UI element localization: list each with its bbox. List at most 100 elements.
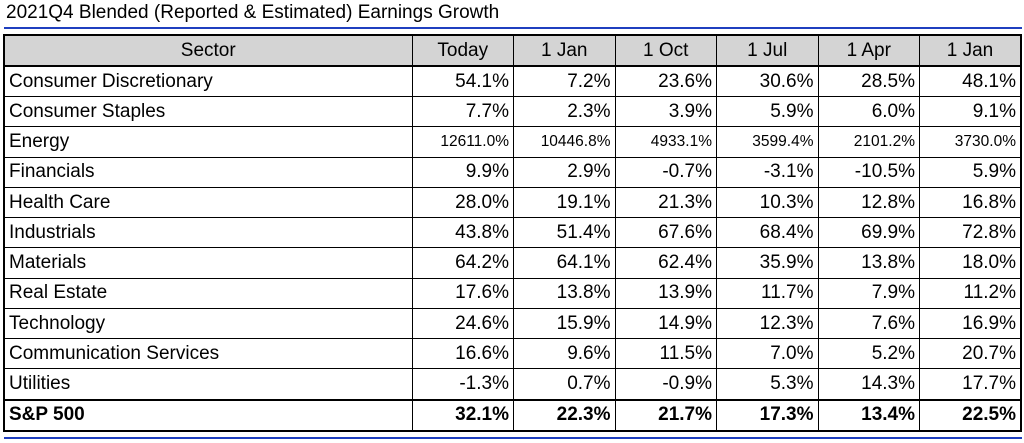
value-cell: 11.2% [919,277,1022,309]
table-row: Industrials 43.8% 51.4% 67.6% 68.4% 69.9… [3,217,1022,249]
value-cell: 7.9% [817,277,920,309]
value-cell: 16.9% [919,307,1022,340]
total-row: S&P 500 32.1% 22.3% 21.7% 17.3% 13.4% 22… [3,398,1022,432]
value-cell: 24.6% [411,307,514,340]
table-row: Consumer Staples 7.7% 2.3% 3.9% 5.9% 6.0… [3,96,1022,128]
earnings-growth-table: Sector Today 1 Jan 1 Oct 1 Jul 1 Apr 1 J… [3,34,1022,432]
column-header-today: Today [411,34,514,67]
value-cell: 22.3% [513,398,616,432]
bottom-rule [4,437,1022,439]
table-row: Consumer Discretionary 54.1% 7.2% 23.6% … [3,65,1022,98]
value-cell: 28.5% [817,65,920,98]
value-cell: 43.8% [411,217,514,249]
value-cell: 16.6% [411,338,514,370]
value-cell: 13.9% [614,277,717,309]
value-cell: 14.3% [817,368,920,401]
column-header-1-jul: 1 Jul [716,34,819,67]
table-row: Utilities -1.3% 0.7% -0.9% 5.3% 14.3% 17… [3,368,1022,401]
value-cell: 2.3% [513,96,616,128]
value-cell: 13.4% [817,398,920,432]
value-cell: 16.8% [919,186,1022,219]
value-cell: 72.8% [919,217,1022,249]
value-cell: 5.3% [716,368,819,401]
value-cell: 17.7% [919,368,1022,401]
value-cell: -3.1% [716,156,819,188]
value-cell: 30.6% [716,65,819,98]
sector-name: S&P 500 [3,398,413,432]
value-cell: 7.7% [411,96,514,128]
sector-name: Utilities [3,368,413,401]
value-cell: 4933.1% [614,126,717,158]
value-cell: 5.9% [716,96,819,128]
value-cell: 7.6% [817,307,920,340]
table-title: 2021Q4 Blended (Reported & Estimated) Ea… [6,2,500,23]
value-cell: -0.7% [614,156,717,188]
value-cell: 0.7% [513,368,616,401]
table-row: Real Estate 17.6% 13.8% 13.9% 11.7% 7.9%… [3,277,1022,309]
table-row: Energy 12611.0% 10446.8% 4933.1% 3599.4%… [3,126,1022,158]
title-underline [4,27,1022,29]
value-cell: 14.9% [614,307,717,340]
value-cell: 2101.2% [817,126,920,158]
value-cell: 20.7% [919,338,1022,370]
value-cell: 3599.4% [716,126,819,158]
value-cell: 48.1% [919,65,1022,98]
value-cell: 3730.0% [919,126,1022,158]
value-cell: 10.3% [716,186,819,219]
column-header-1-jan-recent: 1 Jan [513,34,616,67]
value-cell: 21.7% [614,398,717,432]
value-cell: -10.5% [817,156,920,188]
table-row: Communication Services 16.6% 9.6% 11.5% … [3,338,1022,370]
value-cell: 12611.0% [411,126,514,158]
column-header-1-jan-prior: 1 Jan [919,34,1022,67]
value-cell: 5.9% [919,156,1022,188]
value-cell: 23.6% [614,65,717,98]
value-cell: 10446.8% [513,126,616,158]
value-cell: 13.8% [513,277,616,309]
value-cell: 5.2% [817,338,920,370]
sector-name: Real Estate [3,277,413,309]
sector-name: Energy [3,126,413,158]
sector-name: Consumer Staples [3,96,413,128]
value-cell: 64.2% [411,247,514,279]
sector-name: Technology [3,307,413,340]
sector-name: Financials [3,156,413,188]
value-cell: 17.3% [716,398,819,432]
value-cell: 64.1% [513,247,616,279]
value-cell: 17.6% [411,277,514,309]
column-header-1-oct: 1 Oct [614,34,717,67]
sector-name: Industrials [3,217,413,249]
header-row: Sector Today 1 Jan 1 Oct 1 Jul 1 Apr 1 J… [3,34,1022,67]
value-cell: 6.0% [817,96,920,128]
table-row: Materials 64.2% 64.1% 62.4% 35.9% 13.8% … [3,247,1022,279]
value-cell: 51.4% [513,217,616,249]
value-cell: 13.8% [817,247,920,279]
value-cell: -0.9% [614,368,717,401]
sector-name: Materials [3,247,413,279]
sector-name: Consumer Discretionary [3,65,413,98]
value-cell: 7.2% [513,65,616,98]
value-cell: 22.5% [919,398,1022,432]
value-cell: 18.0% [919,247,1022,279]
value-cell: 67.6% [614,217,717,249]
value-cell: 35.9% [716,247,819,279]
column-header-1-apr: 1 Apr [817,34,920,67]
value-cell: 12.3% [716,307,819,340]
value-cell: 11.5% [614,338,717,370]
sector-name: Communication Services [3,338,413,370]
value-cell: 9.9% [411,156,514,188]
value-cell: 21.3% [614,186,717,219]
value-cell: 68.4% [716,217,819,249]
value-cell: 2.9% [513,156,616,188]
table-row: Technology 24.6% 15.9% 14.9% 12.3% 7.6% … [3,307,1022,340]
value-cell: 9.6% [513,338,616,370]
value-cell: 32.1% [411,398,514,432]
value-cell: 3.9% [614,96,717,128]
value-cell: 19.1% [513,186,616,219]
value-cell: 62.4% [614,247,717,279]
table-row: Health Care 28.0% 19.1% 21.3% 10.3% 12.8… [3,186,1022,219]
value-cell: 15.9% [513,307,616,340]
value-cell: 7.0% [716,338,819,370]
table-row: Financials 9.9% 2.9% -0.7% -3.1% -10.5% … [3,156,1022,188]
value-cell: -1.3% [411,368,514,401]
